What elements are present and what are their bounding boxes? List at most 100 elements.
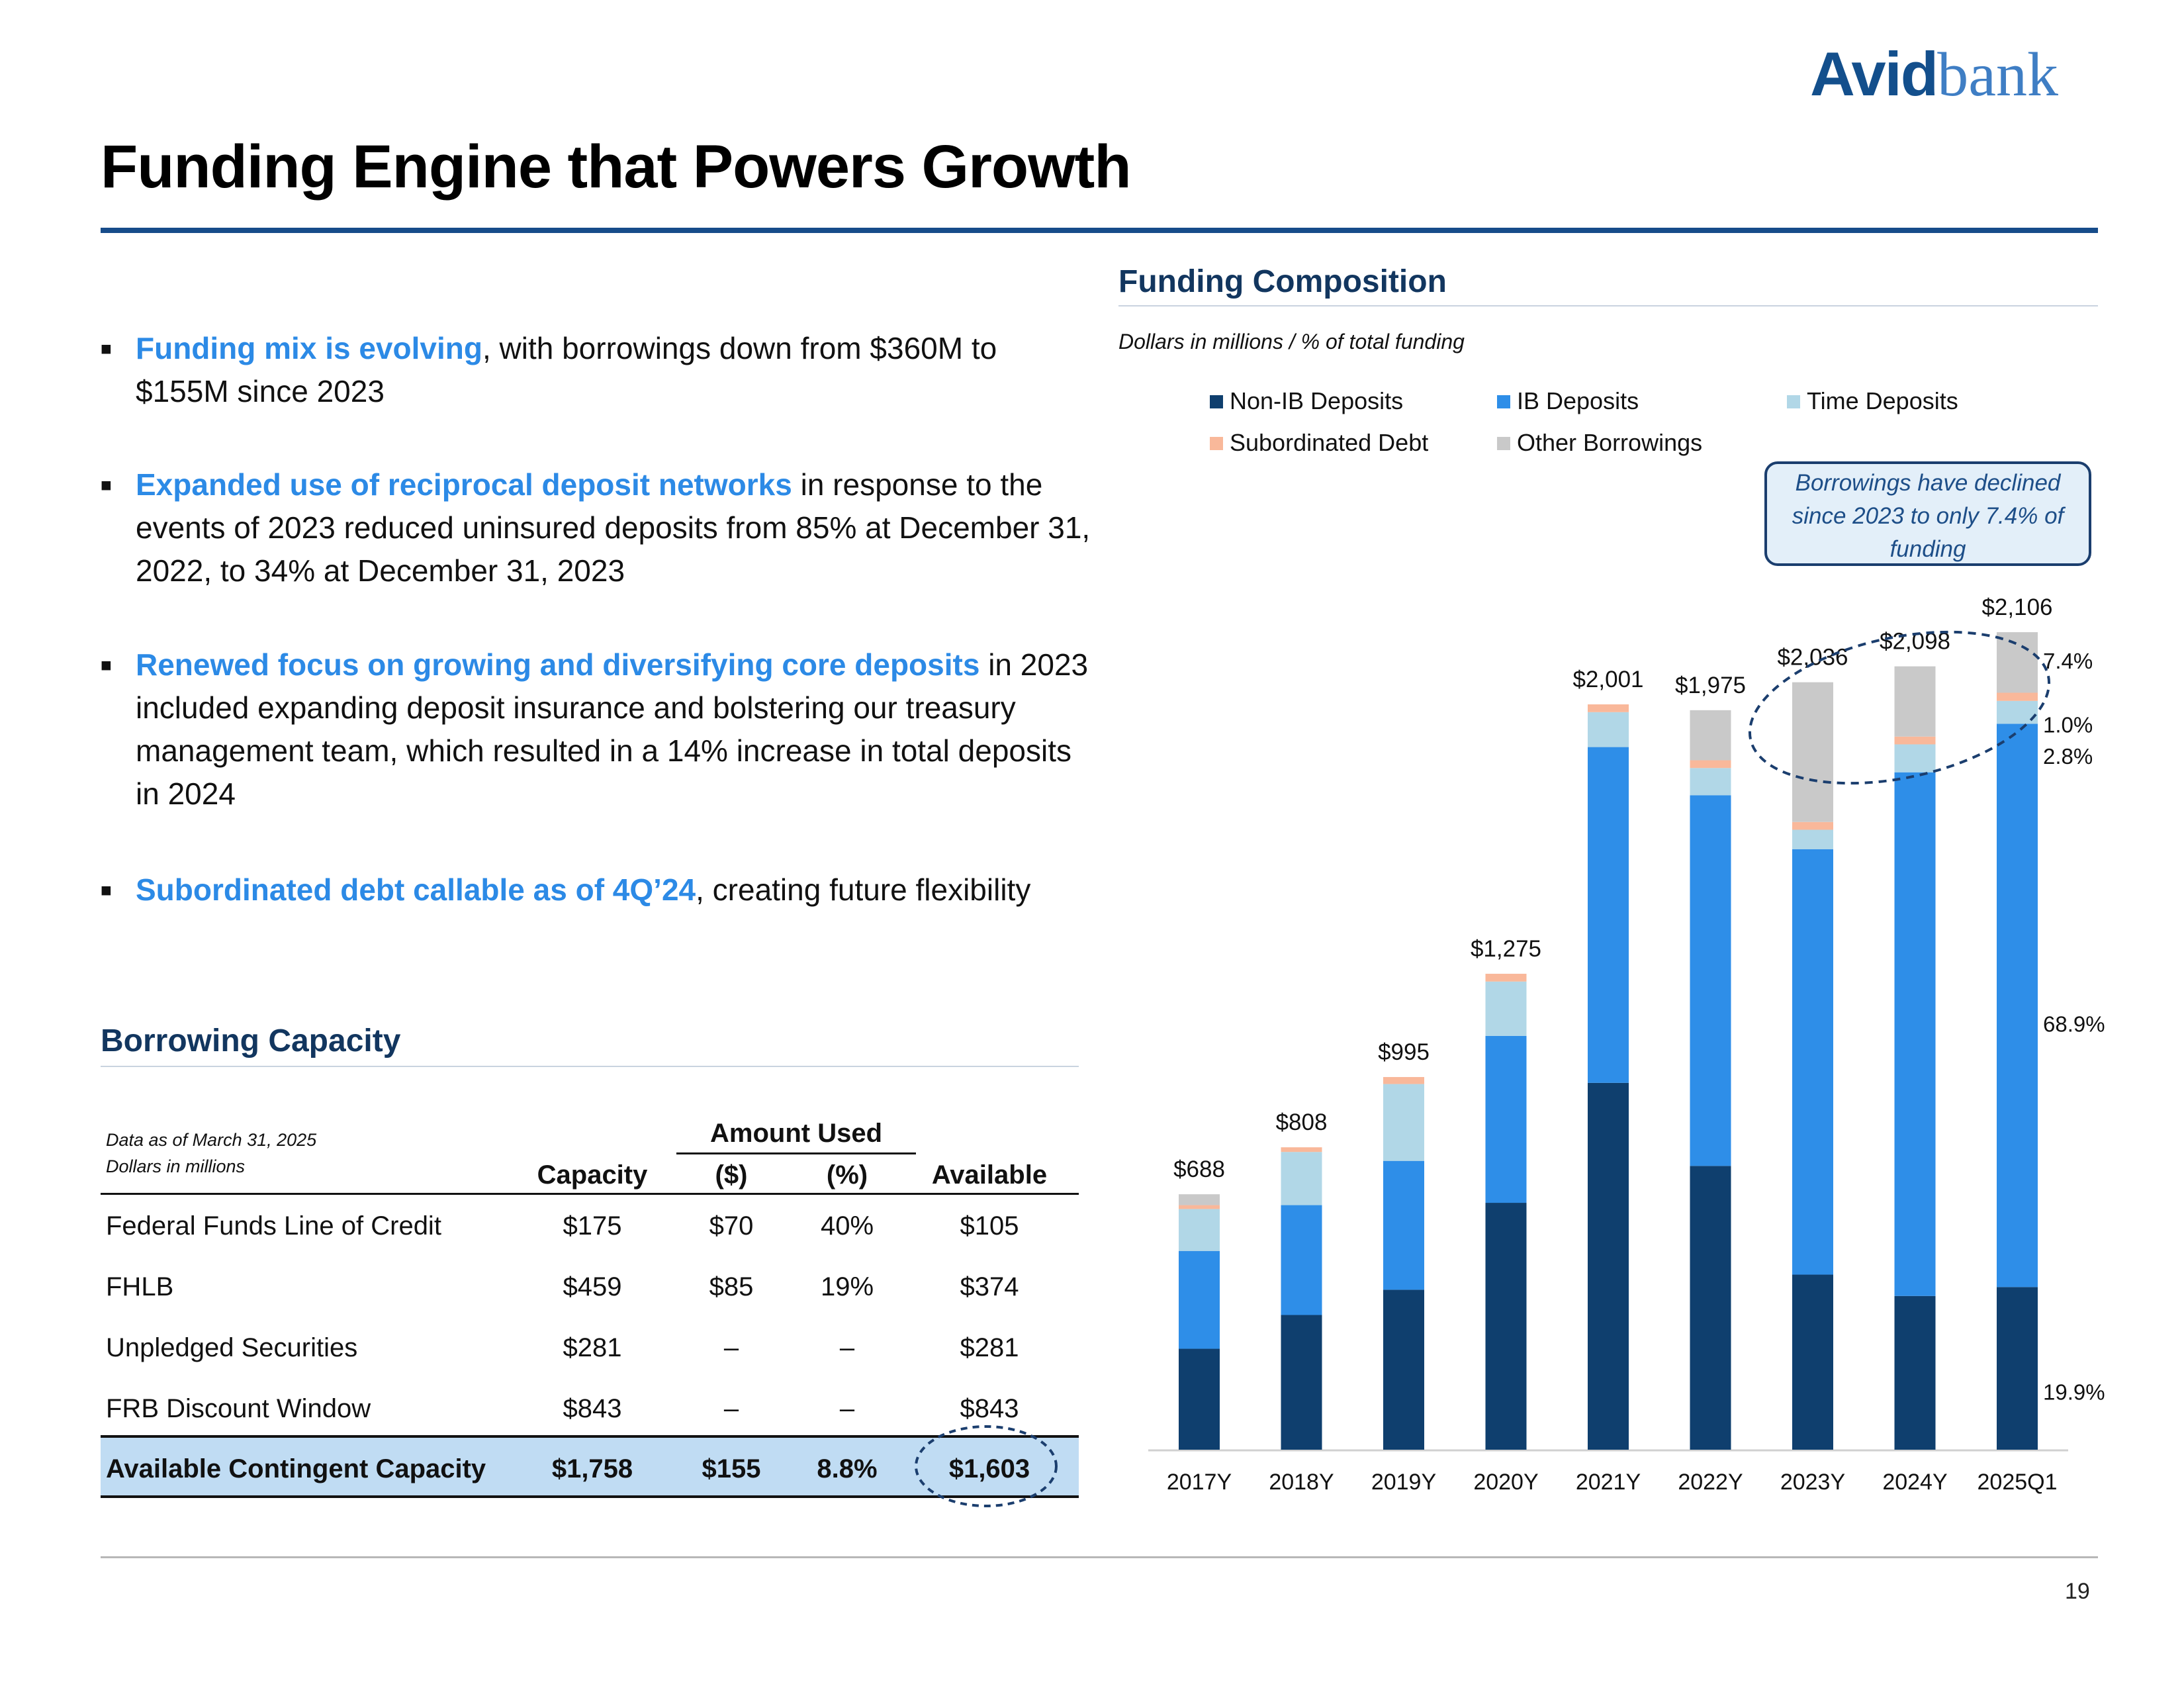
bar-total-label: $1,275: [1471, 936, 1541, 962]
avidbank-logo: Avidbank: [1810, 39, 2141, 109]
x-tick-label: 2024Y: [1882, 1470, 1947, 1495]
pct-label-non-ib-deposits: 19.9%: [2043, 1380, 2105, 1404]
bar-total-label: $995: [1378, 1039, 1430, 1065]
cell-percent-used: –: [839, 1333, 855, 1362]
bar-segment-non-ib-deposits-2023y: [1792, 1274, 1833, 1450]
legend-swatch: [1497, 395, 1510, 408]
pct-label-ib-deposits: 68.9%: [2043, 1011, 2105, 1036]
total-row-bottom-rule: [101, 1495, 1079, 1498]
bullet-text: in 2023 included expanding deposit insur…: [136, 647, 1089, 811]
cell-available: $105: [960, 1211, 1019, 1241]
cell-capacity: $175: [563, 1211, 622, 1241]
bar-total-label: $1,975: [1675, 673, 1746, 698]
row-label-frb-discount-window: FRB Discount Window: [106, 1394, 371, 1423]
bullet-square-icon: ■: [101, 880, 112, 900]
legend-time-deposits: Time Deposits: [1787, 387, 1958, 415]
bar-segment-other-borrowings-2022y: [1690, 710, 1731, 761]
bullet-reciprocal-deposits: ■ Expanded use of reciprocal deposit net…: [101, 463, 1093, 592]
bar-segment-time-deposits-2017y: [1179, 1209, 1220, 1251]
legend-ib-deposits: IB Deposits: [1497, 387, 1639, 415]
bar-segment-time-deposits-2018y: [1281, 1152, 1322, 1205]
bullet-text: , with borrowings down from $360M to $15…: [136, 331, 997, 408]
bullet-highlight: Subordinated debt callable as of 4Q’24: [136, 872, 696, 907]
bullet-text: , creating future flexibility: [696, 872, 1031, 907]
bar-total-label: $2,036: [1777, 645, 1848, 671]
x-tick-label: 2023Y: [1780, 1470, 1845, 1495]
bar-segment-non-ib-deposits-2019y: [1383, 1289, 1424, 1450]
title-rule: [101, 228, 2098, 233]
bar-segment-non-ib-deposits-2025q1: [1997, 1287, 2038, 1450]
borrowings-highlight-ellipse: [1748, 630, 2051, 785]
cell-dollars-used: $70: [709, 1211, 754, 1241]
legend-swatch: [1497, 437, 1510, 450]
total-percent-used: 8.8%: [817, 1454, 878, 1483]
bar-segment-ib-deposits-2019y: [1383, 1160, 1424, 1290]
bar-segment-ib-deposits-2025q1: [1997, 724, 2038, 1288]
funding-composition-heading: Funding Composition: [1118, 264, 1447, 299]
cell-dollars-used: –: [723, 1394, 739, 1423]
legend-swatch: [1787, 395, 1800, 408]
legend-swatch: [1210, 395, 1223, 408]
cell-percent-used: 19%: [820, 1272, 874, 1301]
row-label-fhlb: FHLB: [106, 1272, 174, 1301]
bar-total-label: $2,106: [1981, 594, 2052, 620]
table-header-rule: [101, 1193, 1079, 1195]
x-tick-label: 2019Y: [1371, 1470, 1436, 1495]
cell-dollars-used: –: [723, 1333, 739, 1362]
bar-segment-subordinated-debt-2017y: [1179, 1205, 1220, 1209]
total-row-background: [101, 1436, 1079, 1497]
pct-label-time-deposits: 2.8%: [2043, 744, 2093, 769]
cell-available: $281: [960, 1333, 1019, 1362]
legend-label: Other Borrowings: [1517, 429, 1703, 456]
table-note: Data as of March 31, 2025 Dollars in mil…: [106, 1127, 316, 1180]
amount-used-header: Amount Used: [710, 1119, 882, 1148]
pct-label-other-borrowings: 7.4%: [2043, 649, 2093, 673]
x-tick-label: 2020Y: [1473, 1470, 1538, 1495]
bullet-highlight: Funding mix is evolving: [136, 331, 482, 365]
available-header: Available: [931, 1160, 1048, 1190]
bar-segment-non-ib-deposits-2018y: [1281, 1315, 1322, 1450]
bar-segment-non-ib-deposits-2020y: [1485, 1203, 1527, 1450]
bar-segment-subordinated-debt-2025q1: [1997, 692, 2038, 701]
logo-part-avid: Avid: [1810, 39, 1938, 109]
bar-segment-ib-deposits-2024y: [1894, 772, 1936, 1296]
x-tick-label: 2022Y: [1678, 1470, 1743, 1495]
cell-percent-used: –: [839, 1394, 855, 1423]
bar-segment-time-deposits-2020y: [1485, 981, 1527, 1036]
x-tick-label: 2017Y: [1167, 1470, 1232, 1495]
borrowing-heading-rule: [101, 1066, 1079, 1067]
bar-total-label: $688: [1173, 1156, 1225, 1182]
cell-available: $843: [960, 1394, 1019, 1423]
borrowings-callout: Borrowings have declined since 2023 to o…: [1764, 461, 2091, 566]
bar-segment-time-deposits-2019y: [1383, 1084, 1424, 1161]
bar-segment-other-borrowings-2023y: [1792, 682, 1833, 822]
total-dollars-used: $155: [702, 1454, 761, 1483]
bar-segment-non-ib-deposits-2017y: [1179, 1348, 1220, 1450]
chart-subtitle: Dollars in millions / % of total funding: [1118, 330, 1465, 353]
available-highlight-ellipse: [915, 1425, 1058, 1507]
dollars-used-header: ($): [715, 1160, 748, 1190]
bullet-square-icon: ■: [101, 655, 112, 675]
legend-label: Non-IB Deposits: [1230, 387, 1404, 414]
bar-segment-subordinated-debt-2019y: [1383, 1077, 1424, 1084]
capacity-header: Capacity: [537, 1160, 648, 1190]
cell-percent-used: 40%: [820, 1211, 874, 1241]
bar-segment-subordinated-debt-2020y: [1485, 974, 1527, 982]
table-note-date: Data as of March 31, 2025: [106, 1130, 317, 1150]
total-capacity: $1,758: [551, 1454, 633, 1483]
legend-label: Time Deposits: [1807, 387, 1958, 414]
page-title: Funding Engine that Powers Growth: [101, 133, 1132, 201]
x-tick-label: 2025Q1: [1978, 1470, 2058, 1495]
bar-segment-subordinated-debt-2022y: [1690, 760, 1731, 769]
bullet-square-icon: ■: [101, 338, 112, 359]
bar-segment-other-borrowings-2025q1: [1997, 632, 2038, 693]
legend-other-borrowings: Other Borrowings: [1497, 429, 1702, 457]
bar-segment-other-borrowings-2024y: [1894, 666, 1936, 737]
bar-segment-ib-deposits-2018y: [1281, 1205, 1322, 1315]
legend-label: IB Deposits: [1517, 387, 1639, 414]
bar-segment-non-ib-deposits-2021y: [1588, 1082, 1629, 1450]
legend-subordinated-debt: Subordinated Debt: [1210, 429, 1428, 457]
amount-used-underline: [676, 1152, 916, 1154]
cell-capacity: $459: [563, 1272, 622, 1301]
